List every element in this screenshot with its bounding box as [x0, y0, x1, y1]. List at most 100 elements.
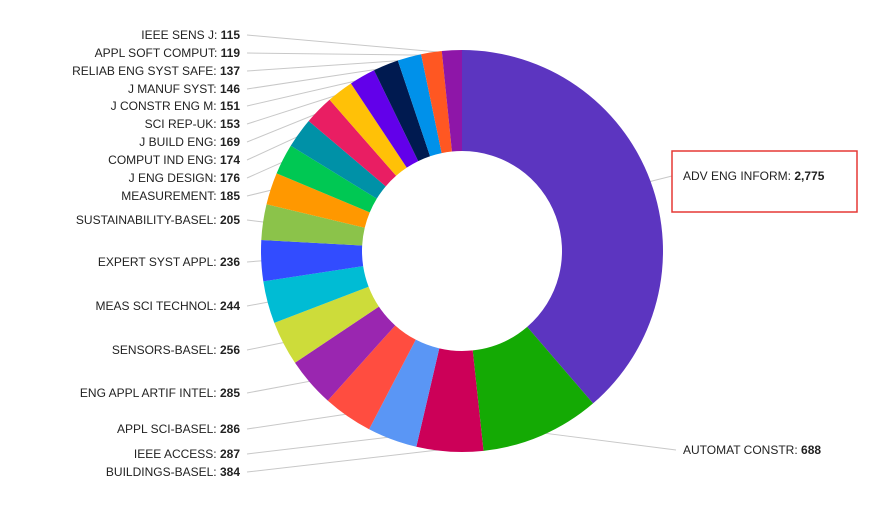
slice-label-name: APPL SOFT COMPUT:: [95, 46, 221, 60]
slice-label-value: 185: [220, 189, 240, 203]
slice-label-name: COMPUT IND ENG:: [108, 153, 220, 167]
slice-eng-appl-artif-intel[interactable]: [294, 306, 396, 401]
slice-j-constr-eng-m[interactable]: [350, 70, 419, 168]
slice-automat-constr[interactable]: [472, 326, 594, 451]
leader-line: [246, 52, 432, 56]
slice-label-value: 244: [220, 299, 240, 313]
leader-line: [246, 67, 387, 90]
slice-label: APPL SCI-BASEL: 286: [117, 422, 240, 436]
leader-line: [246, 93, 342, 125]
slice-meas-sci-technol[interactable]: [263, 266, 369, 323]
slice-sensors-basel[interactable]: [274, 286, 379, 363]
slice-appl-soft-comput[interactable]: [421, 51, 452, 154]
slice-label: J ENG DESIGN: 176: [129, 171, 241, 185]
slice-label-value: 174: [220, 153, 240, 167]
leader-line: [246, 341, 287, 351]
slice-expert-syst-appl[interactable]: [261, 239, 364, 282]
slice-label-value: 151: [220, 99, 240, 113]
slice-label-value: 176: [220, 171, 240, 185]
slice-label-name: J CONSTR ENG M:: [111, 99, 220, 113]
slice-label-value: 2,775: [794, 169, 824, 183]
slice-label: EXPERT SYST APPL: 236: [98, 255, 240, 269]
slice-label: AUTOMAT CONSTR: 688: [683, 443, 821, 457]
leader-line: [246, 380, 313, 394]
slice-label-value: 384: [220, 465, 240, 479]
slice-label: BUILDINGS-BASEL: 384: [106, 465, 240, 479]
leader-line: [246, 436, 394, 455]
slice-label: MEAS SCI TECHNOL: 244: [95, 299, 240, 313]
slice-label-value: 688: [801, 443, 821, 457]
slice-label-name: J ENG DESIGN:: [129, 171, 220, 185]
slice-label-name: BUILDINGS-BASEL:: [106, 465, 220, 479]
slice-label-name: AUTOMAT CONSTR:: [683, 443, 801, 457]
slice-label-value: 146: [220, 82, 240, 96]
slice-label: APPL SOFT COMPUT: 119: [95, 46, 241, 60]
slice-adv-eng-inform[interactable]: [462, 50, 663, 404]
slice-label-name: SENSORS-BASEL:: [112, 343, 220, 357]
slice-label-name: SUSTAINABILITY-BASEL:: [76, 213, 220, 227]
leader-line: [246, 219, 267, 223]
slice-label-name: ADV ENG INFORM:: [683, 169, 794, 183]
slice-label-value: 115: [221, 28, 241, 42]
slice-label: ENG APPL ARTIF INTEL: 285: [80, 386, 240, 400]
slice-label-name: IEEE SENS J:: [141, 28, 220, 42]
slice-label-value: 169: [220, 135, 240, 149]
slice-label-name: J BUILD ENG:: [139, 135, 220, 149]
slice-sci-rep-uk[interactable]: [329, 83, 407, 176]
slice-label-value: 236: [220, 255, 240, 269]
slice-measurement[interactable]: [266, 173, 370, 228]
slice-label: J CONSTR ENG M: 151: [111, 99, 241, 113]
slice-ieee-access[interactable]: [369, 339, 440, 447]
slice-label: ADV ENG INFORM: 2,775: [683, 169, 825, 183]
slice-label-name: IEEE ACCESS:: [134, 447, 220, 461]
leader-line: [246, 189, 274, 197]
slice-label-value: 153: [220, 117, 240, 131]
slice-label: J MANUF SYST: 146: [128, 82, 240, 96]
slice-label: J BUILD ENG: 169: [139, 135, 240, 149]
slice-label: SENSORS-BASEL: 256: [112, 343, 240, 357]
slice-label-value: 285: [220, 386, 240, 400]
slice-label-name: EXPERT SYST APPL:: [98, 255, 220, 269]
slice-ieee-sens-j[interactable]: [441, 50, 462, 152]
slice-sustainability-basel[interactable]: [261, 204, 365, 246]
slice-j-manuf-syst[interactable]: [374, 60, 431, 162]
slice-label: SUSTAINABILITY-BASEL: 205: [76, 213, 240, 227]
slice-label: SCI REP-UK: 153: [145, 117, 241, 131]
slices: [261, 50, 663, 452]
slice-label: IEEE ACCESS: 287: [134, 447, 240, 461]
slice-label-value: 286: [220, 422, 240, 436]
slice-appl-sci-basel[interactable]: [327, 325, 416, 430]
leader-line: [246, 413, 350, 430]
leader-line: [246, 111, 322, 143]
slice-label: COMPUT IND ENG: 174: [108, 153, 240, 167]
slice-label-name: J MANUF SYST:: [128, 82, 220, 96]
slice-label-name: MEASUREMENT:: [121, 189, 220, 203]
slice-label: RELIAB ENG SYST SAFE: 137: [72, 64, 240, 78]
leader-line: [246, 301, 271, 307]
slice-label-name: MEAS SCI TECHNOL:: [95, 299, 219, 313]
leader-line: [246, 34, 453, 54]
leader-lines: [246, 34, 677, 473]
slice-comput-ind-eng[interactable]: [290, 120, 386, 199]
slice-label-name: APPL SCI-BASEL:: [117, 422, 220, 436]
leader-line: [246, 78, 364, 107]
slice-label-name: ENG APPL ARTIF INTEL:: [80, 386, 220, 400]
leader-line: [246, 448, 451, 473]
leader-line: [246, 134, 302, 161]
slice-label-value: 287: [220, 447, 240, 461]
leader-line: [540, 432, 677, 451]
slice-j-build-eng[interactable]: [308, 99, 397, 187]
slice-label-value: 137: [220, 64, 240, 78]
slice-label-value: 205: [220, 213, 240, 227]
leader-line: [647, 175, 673, 183]
slice-label-name: SCI REP-UK:: [145, 117, 220, 131]
slice-buildings-basel[interactable]: [416, 348, 484, 452]
leader-line: [246, 59, 411, 72]
slice-label-value: 256: [220, 343, 240, 357]
slice-reliab-eng-syst-safe[interactable]: [397, 54, 442, 157]
slice-label: MEASUREMENT: 185: [121, 189, 240, 203]
slice-label-name: RELIAB ENG SYST SAFE:: [72, 64, 220, 78]
slice-j-eng-design[interactable]: [276, 145, 377, 213]
